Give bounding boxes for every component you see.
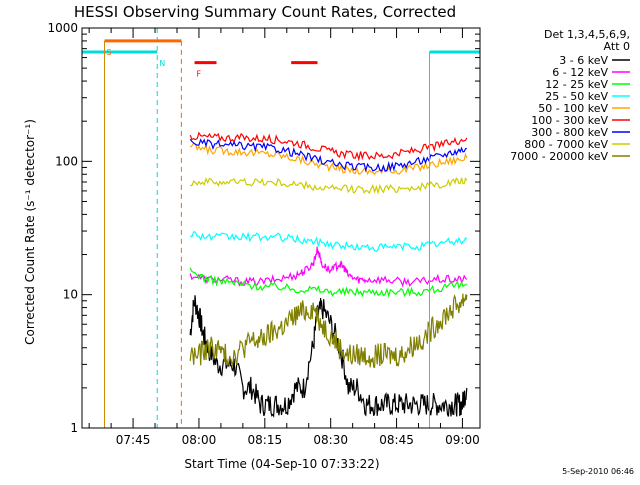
legend-label: 25 - 50 keV — [545, 90, 608, 103]
annotation-label: N — [159, 59, 165, 68]
x-tick-label: 08:00 — [182, 433, 217, 447]
legend-label: 6 - 12 keV — [552, 66, 608, 79]
series-line — [189, 293, 468, 369]
series-line — [189, 267, 468, 299]
legend-label: 12 - 25 keV — [545, 78, 608, 91]
legend-label: 50 - 100 keV — [538, 102, 608, 115]
x-tick-label: 07:45 — [116, 433, 151, 447]
y-tick-label: 10 — [63, 288, 78, 302]
series-line — [189, 231, 468, 253]
legend-label: 800 - 7000 keV — [524, 138, 608, 151]
x-tick-label: 08:15 — [248, 433, 283, 447]
y-tick-label: 1 — [70, 421, 78, 435]
x-axis-label: Start Time (04-Sep-10 07:33:22) — [184, 457, 379, 471]
legend-header: Det 1,3,4,5,6,9, — [544, 28, 630, 41]
series-line — [189, 131, 468, 162]
series-line — [189, 142, 468, 176]
annotation-layer: S N F — [82, 28, 481, 428]
series-line — [190, 176, 468, 195]
annotation-label: S — [107, 48, 112, 57]
y-axis-label: Corrected Count Rate (s⁻¹ detector⁻¹) — [23, 119, 37, 345]
series-line — [189, 295, 468, 418]
legend-label: 7000 - 20000 keV — [510, 150, 608, 163]
legend-label: 300 - 800 keV — [531, 126, 608, 139]
footer-date: 5-Sep-2010 06:46 — [562, 467, 634, 476]
axes: 1 10 100 1000 07:45 08:00 08:15 08:30 08:45 09:00 — [47, 21, 481, 447]
y-tick-label: 100 — [55, 154, 78, 168]
legend-label: 100 - 300 keV — [531, 114, 608, 127]
legend-label: 3 - 6 keV — [559, 54, 608, 67]
y-tick-label: 1000 — [47, 21, 78, 35]
series-line — [189, 246, 468, 288]
x-tick-label: 09:00 — [445, 433, 480, 447]
x-tick-label: 08:30 — [313, 433, 348, 447]
plot-area — [189, 131, 468, 418]
series-line — [189, 138, 467, 173]
chart-title: HESSI Observing Summary Count Rates, Cor… — [74, 3, 456, 21]
annotation-label: F — [197, 70, 202, 79]
plot-frame — [81, 27, 481, 429]
x-tick-label: 08:45 — [379, 433, 414, 447]
legend-header: Att 0 — [604, 40, 630, 53]
